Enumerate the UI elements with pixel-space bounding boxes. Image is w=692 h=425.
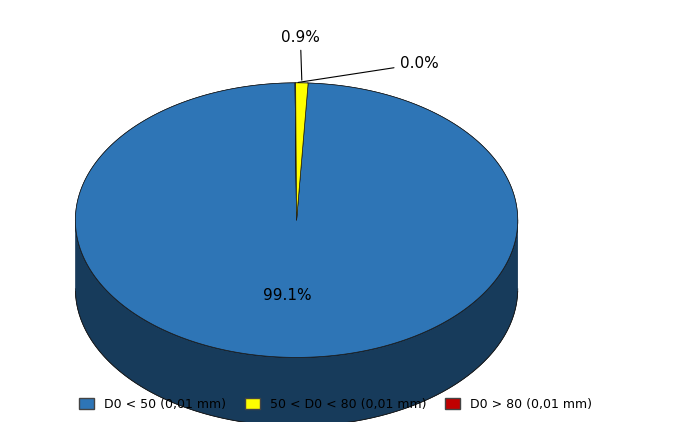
Polygon shape <box>75 83 518 357</box>
Text: 0.9%: 0.9% <box>281 30 320 80</box>
Text: 0.0%: 0.0% <box>298 57 438 82</box>
Polygon shape <box>75 223 518 425</box>
Polygon shape <box>295 83 297 220</box>
Text: 99.1%: 99.1% <box>263 288 311 303</box>
Polygon shape <box>295 83 308 220</box>
Polygon shape <box>75 289 518 425</box>
Polygon shape <box>75 220 518 425</box>
Polygon shape <box>75 83 518 357</box>
Polygon shape <box>295 83 297 220</box>
Polygon shape <box>295 83 308 220</box>
Legend: D0 < 50 (0,01 mm), 50 < D0 < 80 (0,01 mm), D0 > 80 (0,01 mm): D0 < 50 (0,01 mm), 50 < D0 < 80 (0,01 mm… <box>74 393 597 416</box>
